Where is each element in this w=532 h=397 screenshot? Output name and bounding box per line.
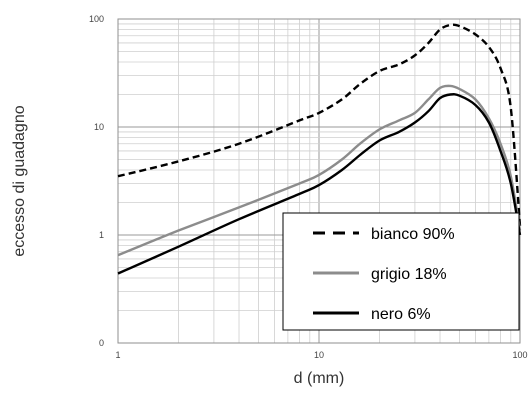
legend: bianco 90% grigio 18% nero 6% [282,212,520,331]
y-tick-label: 1 [99,230,104,240]
x-tick-label: 1 [115,350,120,360]
y-axis-title: eccesso di guadagno [11,105,28,256]
tick-label-layer: 1 10 100 0 1 10 100 [89,14,528,360]
series-layer [117,23,522,275]
plot-frame [117,18,521,344]
x-axis-title: d (mm) [294,370,345,387]
y-tick-label: 0 [99,338,104,348]
legend-label-grigio: grigio 18% [371,266,447,283]
y-tick-label: 10 [94,122,104,132]
x-tick-label: 10 [314,350,324,360]
y-tick-label: 100 [89,14,104,24]
legend-label-bianco: bianco 90% [371,226,455,243]
legend-label-nero: nero 6% [371,306,431,323]
series-line-0 [117,23,522,227]
x-tick-label: 100 [512,350,527,360]
series-line-1 [117,84,522,257]
series-line-2 [117,93,522,275]
